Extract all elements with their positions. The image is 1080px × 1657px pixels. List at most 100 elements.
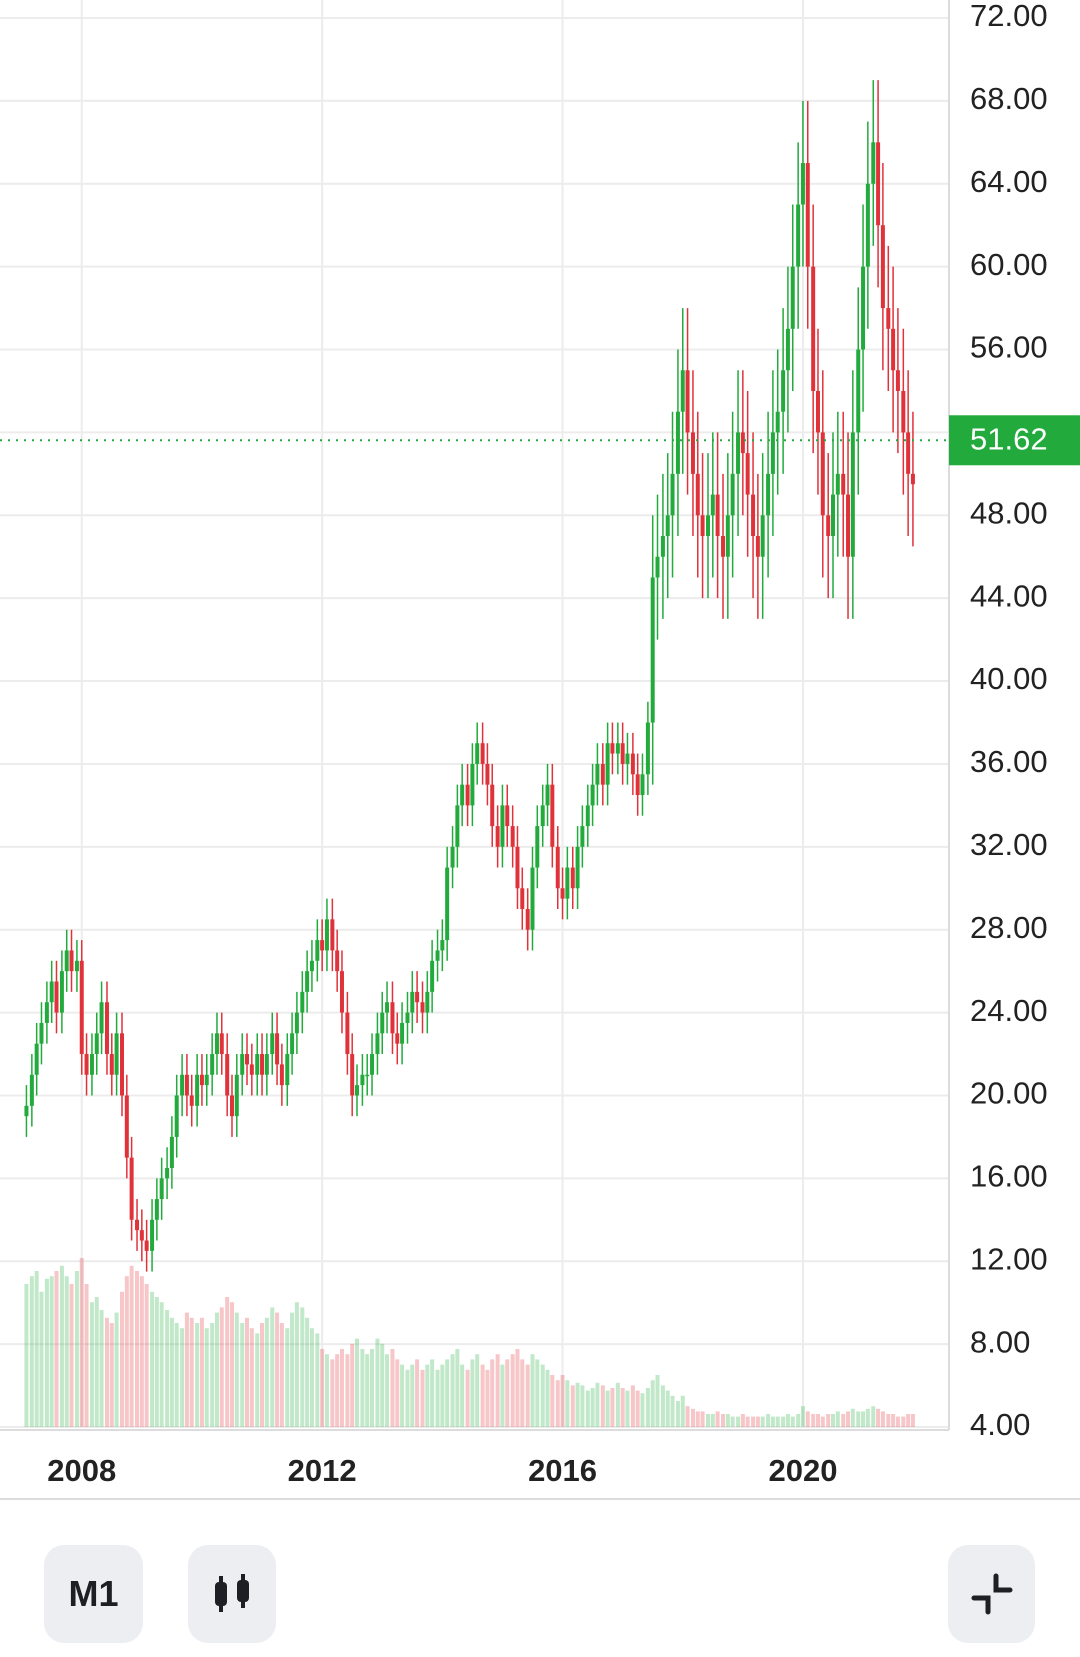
volume-bar [730, 1416, 735, 1427]
volume-bar [165, 1310, 170, 1427]
candle-body [350, 1054, 355, 1096]
candle-body [74, 960, 79, 972]
volume-bar [49, 1276, 54, 1427]
volume-bar [796, 1414, 801, 1427]
volume-bar [876, 1408, 881, 1427]
volume-bar [114, 1312, 119, 1427]
volume-bar [495, 1354, 500, 1427]
x-tick-label: 2020 [768, 1453, 837, 1488]
candle-body [826, 515, 831, 537]
volume-bar [740, 1414, 745, 1427]
last-price-label: 51.62 [970, 421, 1048, 456]
volume-bar [159, 1302, 164, 1427]
volume-bar [785, 1414, 790, 1427]
candle-body [796, 204, 801, 267]
volume-bar [275, 1312, 280, 1427]
volume-bar [871, 1406, 876, 1427]
candle-body [485, 763, 490, 785]
candle-body [159, 1178, 164, 1200]
candle-body [906, 432, 911, 474]
candle-body [135, 1219, 140, 1231]
candle-body [294, 1012, 299, 1034]
volume-bar [339, 1349, 344, 1427]
volume-bar [515, 1349, 520, 1427]
volume-bar [705, 1414, 710, 1427]
candle-body [770, 432, 775, 474]
volume-bar [345, 1354, 350, 1427]
candle-body [510, 826, 515, 847]
volume-bar [595, 1382, 600, 1427]
candle-body [766, 473, 771, 516]
volume-bar [195, 1323, 200, 1427]
candle-body [710, 494, 715, 516]
volume-bar [510, 1354, 515, 1427]
chart: 4.00 8.00 12.00 16.00 20.00 24.00 28.00 32.00 36… [0, 0, 1080, 1500]
candle-body [520, 888, 525, 909]
candle-body [245, 1054, 250, 1065]
volume-bar [700, 1411, 705, 1427]
y-tick-label: 24.00 [970, 993, 1048, 1028]
volume-bar [560, 1375, 565, 1427]
volume-bar [660, 1385, 665, 1427]
volume-bar [775, 1416, 780, 1427]
volume-bar [640, 1393, 645, 1427]
candle-body [775, 411, 780, 433]
candle-body [815, 390, 820, 433]
volume-bar [811, 1414, 816, 1427]
volume-bar [370, 1349, 375, 1427]
volume-bar [210, 1323, 215, 1427]
candle-body [184, 1074, 189, 1096]
volume-bar [169, 1317, 174, 1427]
volume-bar [199, 1317, 204, 1427]
candle-body [891, 328, 896, 371]
candle-body [880, 225, 885, 309]
volume-bar [815, 1414, 820, 1427]
y-tick-label: 8.00 [970, 1324, 1030, 1359]
volume-bar [800, 1406, 805, 1427]
candle-body [695, 473, 700, 516]
volume-bar [189, 1317, 194, 1427]
volume-bar [34, 1271, 39, 1427]
candle-body [505, 805, 510, 827]
candle-body [315, 940, 320, 961]
collapse-button[interactable] [948, 1545, 1035, 1643]
volume-bar [856, 1411, 861, 1427]
candle-body [49, 981, 54, 1003]
volume-bar [695, 1411, 700, 1427]
volume-bar [144, 1284, 149, 1427]
candle-body [590, 784, 595, 806]
volume-bar [69, 1284, 74, 1427]
candle-body [24, 1105, 29, 1117]
volume-bar [590, 1388, 595, 1427]
volume-bar [715, 1411, 720, 1427]
volume-bar [570, 1385, 575, 1427]
y-tick-label: 44.00 [970, 578, 1048, 613]
volume-bar [615, 1382, 620, 1427]
candle-body [264, 1054, 269, 1075]
volume-bar [380, 1343, 385, 1427]
candle-body [120, 1033, 125, 1096]
y-tick-label: 28.00 [970, 910, 1048, 945]
candle-body [109, 1054, 114, 1075]
volume-bar [635, 1390, 640, 1427]
volume-bar [204, 1328, 209, 1427]
candle-body [345, 1012, 350, 1055]
volume-bar [375, 1338, 380, 1427]
candle-body [545, 784, 550, 806]
candle-body [550, 784, 555, 847]
chart-type-button[interactable] [188, 1545, 276, 1643]
y-tick-label: 20.00 [970, 1076, 1048, 1111]
volume-bar [645, 1388, 650, 1427]
interval-button[interactable]: M1 [44, 1545, 143, 1643]
candle-body [525, 908, 530, 930]
volume-bar [736, 1416, 741, 1427]
candle-body [305, 971, 310, 992]
volume-bar [550, 1375, 555, 1427]
candle-body [240, 1054, 245, 1075]
candle-body [29, 1074, 34, 1106]
candle-body [54, 981, 59, 1013]
y-tick-label: 68.00 [970, 81, 1048, 116]
candle-body [335, 950, 340, 972]
candle-body [34, 1043, 39, 1075]
volume-bar [525, 1364, 530, 1427]
